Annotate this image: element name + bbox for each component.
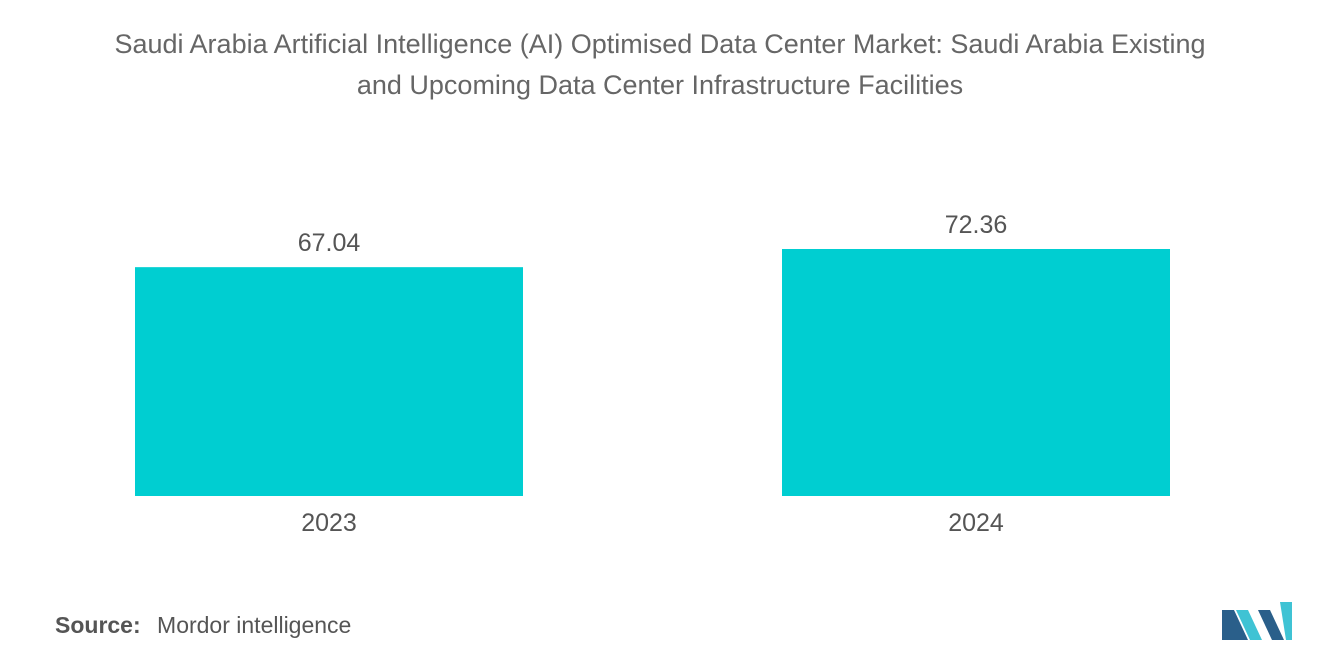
source-value: Mordor intelligence: [157, 612, 352, 638]
chart-title-line-2: and Upcoming Data Center Infrastructure …: [356, 70, 964, 100]
bar-2024: [782, 249, 1170, 496]
bar-2023: [135, 267, 523, 496]
data-label-2024: 72.36: [945, 211, 1008, 239]
source-note: Source: Mordor intelligence: [55, 612, 351, 639]
x-tick-label-2024: 2024: [948, 509, 1004, 537]
source-label: Source:: [55, 612, 141, 638]
chart-title-line-1: Saudi Arabia Artificial Intelligence (AI…: [114, 29, 1206, 59]
chart-title: Saudi Arabia Artificial Intelligence (AI…: [0, 24, 1320, 106]
mordor-intelligence-logo-icon: [1222, 602, 1292, 640]
data-label-2023: 67.04: [298, 229, 361, 257]
x-tick-label-2023: 2023: [301, 509, 357, 537]
